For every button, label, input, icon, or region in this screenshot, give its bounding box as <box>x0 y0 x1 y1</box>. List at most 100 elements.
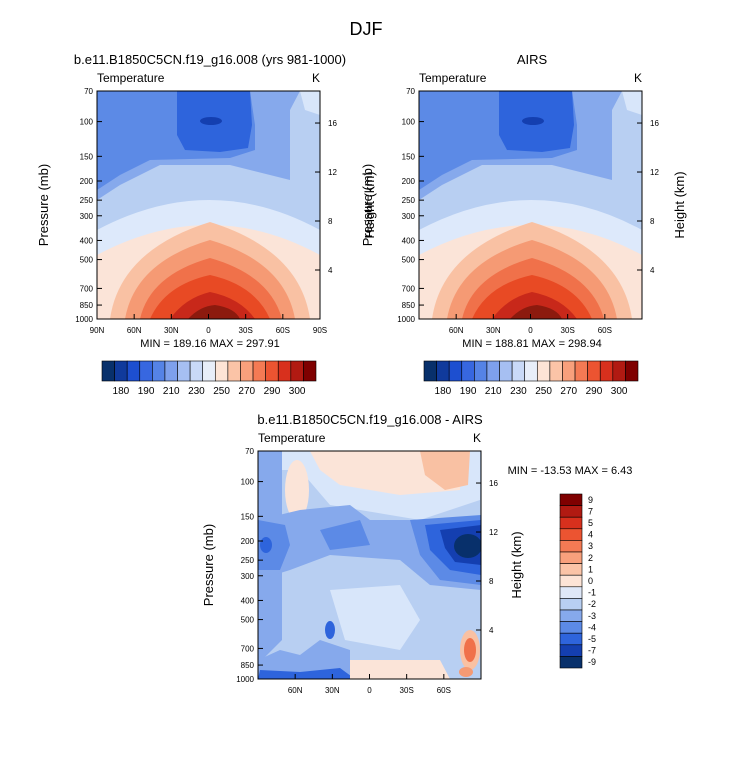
colorbar-swatch <box>559 493 583 506</box>
colorbar-swatch <box>559 609 583 622</box>
colorbar-label: -9 <box>588 657 596 667</box>
field-band <box>522 117 544 125</box>
field-band <box>258 640 350 679</box>
field-band <box>300 91 320 115</box>
latitude-tick-label: 30N <box>325 686 340 695</box>
colorbar-label: 290 <box>264 386 281 397</box>
latitude-tick-label: 60N <box>288 686 303 695</box>
panel-airs-y2label: Height (km) <box>672 171 687 238</box>
field-band <box>622 91 642 115</box>
height-tick-label: 8 <box>650 217 655 226</box>
panel-airs-field <box>419 91 642 319</box>
height-tick-label: 8 <box>489 577 494 586</box>
panel-airs-right-label: K <box>634 71 642 85</box>
pressure-tick-label: 150 <box>80 152 94 161</box>
colorbar-label: 270 <box>238 386 255 397</box>
colorbar-swatch <box>436 360 450 382</box>
panel-airs-colorbar: 180 190 210 230 250 270 290 300 <box>423 360 639 397</box>
panel-airs-left-label: Temperature <box>419 71 487 85</box>
panel-airs-axis-ticks: 70 100 150 200 250 300 400 500 700 850 1000 4 8 12 16 6… <box>397 87 659 335</box>
colorbar-swatch <box>164 360 178 382</box>
latitude-tick-label: 60N <box>449 326 464 335</box>
panel-diff-field <box>258 451 481 679</box>
latitude-tick-label: 0 <box>528 326 533 335</box>
latitude-tick-label: 30S <box>561 326 575 335</box>
pressure-tick-label: 850 <box>80 301 94 310</box>
colorbar-swatch <box>559 621 583 634</box>
pressure-tick-label: 850 <box>241 661 255 670</box>
pressure-tick-label: 1000 <box>75 315 93 324</box>
colorbar-label: 180 <box>435 386 452 397</box>
pressure-tick-label: 100 <box>402 118 416 127</box>
colorbar-swatch <box>559 551 583 564</box>
panel-model-right-label: K <box>312 71 320 85</box>
latitude-tick-label: 90S <box>313 326 327 335</box>
colorbar-swatch <box>559 516 583 530</box>
panel-model-title: b.e11.B1850C5CN.f19_g16.008 (yrs 981-100… <box>74 52 346 67</box>
pressure-tick-label: 500 <box>80 256 94 265</box>
height-tick-label: 16 <box>650 119 659 128</box>
colorbar-label: 210 <box>485 386 502 397</box>
latitude-tick-label: 30N <box>486 326 501 335</box>
pressure-tick-label: 250 <box>402 196 416 205</box>
field-band <box>285 460 309 520</box>
colorbar-swatch <box>499 360 513 382</box>
panel-diff-axis-ticks: 70 100 150 200 250 300 400 500 700 850 1000 4 8 12 16 6… <box>236 447 498 695</box>
colorbar-swatch <box>461 360 475 382</box>
latitude-tick-label: 60S <box>276 326 290 335</box>
panel-diff: b.e11.B1850C5CN.f19_g16.008 - AIRS Tempe… <box>201 412 632 695</box>
colorbar-label: 5 <box>588 518 593 528</box>
colorbar-swatch <box>511 360 526 382</box>
colorbar-swatch <box>559 632 583 646</box>
colorbar-label: 180 <box>113 386 130 397</box>
colorbar-label: 9 <box>588 495 593 505</box>
pressure-tick-label: 500 <box>402 256 416 265</box>
height-tick-label: 4 <box>650 266 655 275</box>
pressure-tick-label: 250 <box>80 196 94 205</box>
colorbar-swatch <box>612 360 626 382</box>
colorbar-swatch <box>574 360 588 382</box>
panel-diff-right-label: K <box>473 431 481 445</box>
colorbar-label: -3 <box>588 611 596 621</box>
pressure-tick-label: 100 <box>80 118 94 127</box>
field-band <box>464 638 476 662</box>
pressure-tick-label: 200 <box>402 177 416 186</box>
field-band <box>188 305 240 319</box>
pressure-tick-label: 70 <box>245 447 254 456</box>
colorbar-label: -2 <box>588 599 596 609</box>
colorbar-swatch <box>423 360 437 382</box>
pressure-tick-label: 70 <box>406 87 415 96</box>
panel-airs: AIRS Temperature K Pressure (mb) Height … <box>360 52 687 397</box>
field-band <box>420 451 470 490</box>
colorbar-swatch <box>474 360 488 382</box>
colorbar-swatch <box>559 540 583 553</box>
colorbar-swatch <box>152 360 166 382</box>
field-band <box>454 534 481 558</box>
field-band <box>510 305 562 319</box>
colorbar-swatch <box>114 360 128 382</box>
field-band <box>258 520 290 570</box>
colorbar-swatch <box>559 563 583 576</box>
colorbar-swatch <box>177 360 191 382</box>
pressure-tick-label: 1000 <box>236 675 254 684</box>
latitude-tick-label: 90N <box>90 326 105 335</box>
height-tick-label: 4 <box>328 266 333 275</box>
colorbar-swatch <box>559 505 583 518</box>
height-tick-label: 12 <box>650 168 659 177</box>
pressure-tick-label: 250 <box>241 556 255 565</box>
latitude-tick-label: 30S <box>239 326 253 335</box>
colorbar-swatch <box>625 360 639 382</box>
colorbar-label: 270 <box>560 386 577 397</box>
colorbar-swatch <box>559 656 583 669</box>
pressure-tick-label: 400 <box>402 236 416 245</box>
height-tick-label: 12 <box>489 528 498 537</box>
panel-model-ylabel: Pressure (mb) <box>36 164 51 246</box>
pressure-tick-label: 700 <box>241 644 255 653</box>
panel-diff-title: b.e11.B1850C5CN.f19_g16.008 - AIRS <box>257 412 483 427</box>
colorbar-swatch <box>559 586 583 599</box>
colorbar-label: 2 <box>588 553 593 563</box>
colorbar-label: 7 <box>588 506 593 516</box>
pressure-tick-label: 300 <box>241 572 255 581</box>
panel-diff-colorbar: 97 5 43 21 0 -1-2 -3-4 -5 -7-9 <box>559 493 596 669</box>
